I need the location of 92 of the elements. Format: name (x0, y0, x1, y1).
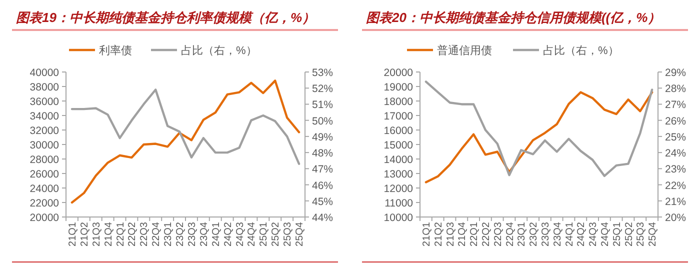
x-tick-label: 25Q4 (648, 222, 659, 246)
x-tick-label: 24Q1 (564, 222, 576, 246)
y-tick-label: 15000 (384, 140, 414, 152)
y2-tick-label: 51% (312, 99, 334, 112)
y2-tick-label: 28% (665, 83, 686, 96)
x-tick-label: 22Q4 (151, 222, 162, 246)
y2-tick-label: 29% (665, 67, 686, 79)
y-tick-label: 14000 (384, 154, 414, 166)
y2-tick-label: 26% (665, 115, 686, 128)
y2-tick-label: 48% (312, 148, 334, 160)
x-tick-label: 23Q3 (186, 222, 198, 246)
x-tick-label: 22Q2 (480, 222, 492, 246)
y-tick-label: 32000 (30, 125, 60, 137)
y-tick-label: 30000 (30, 140, 60, 152)
x-tick-label: 25Q3 (636, 222, 647, 246)
y2-tick-label: 52% (312, 83, 334, 96)
y2-tick-label: 25% (665, 131, 686, 144)
x-tick-label: 21Q2 (79, 222, 90, 246)
x-tick-label: 25Q2 (270, 222, 282, 246)
x-tick-label: 21Q3 (445, 222, 456, 246)
y2-tick-label: 50% (312, 115, 334, 128)
x-tick-label: 23Q2 (528, 222, 540, 246)
line-series (424, 91, 654, 184)
x-tick-label: 23Q2 (175, 222, 186, 246)
x-tick-label: 21Q4 (457, 222, 468, 246)
x-tick-label: 25Q1 (612, 222, 623, 246)
y2-tick-label: 46% (312, 180, 334, 192)
legend-label: 利率债 (99, 44, 132, 57)
x-tick-label: 25Q2 (624, 222, 635, 246)
legend-label: 占比（右，%） (181, 44, 257, 57)
y2-tick-label: 20% (665, 212, 686, 224)
legend-label: 普通信用债 (437, 44, 492, 57)
y-tick-label: 40000 (30, 67, 60, 79)
y-tick-label: 11000 (384, 198, 414, 210)
y-tick-label: 20000 (384, 67, 414, 79)
y-tick-label: 36000 (30, 96, 60, 108)
y-tick-label: 10000 (384, 212, 414, 224)
x-tick-label: 22Q1 (115, 222, 126, 246)
y-tick-label: 24000 (30, 183, 60, 195)
line-series (70, 80, 300, 204)
x-tick-label: 25Q3 (282, 222, 294, 246)
x-tick-label: 24Q2 (576, 222, 588, 246)
x-tick-label: 21Q2 (433, 222, 444, 246)
y-tick-label: 19000 (384, 82, 414, 94)
y2-tick-label: 22% (665, 180, 686, 192)
y-tick-label: 18000 (384, 96, 414, 108)
y2-tick-label: 24% (665, 148, 686, 160)
y-tick-label: 17000 (384, 110, 414, 122)
x-tick-label: 24Q3 (588, 222, 600, 246)
y2-tick-label: 23% (665, 164, 686, 176)
line-series (70, 88, 300, 165)
x-tick-label: 23Q1 (516, 222, 528, 246)
y2-tick-label: 45% (312, 196, 334, 208)
legend-label: 占比（右，%） (543, 44, 619, 57)
x-tick-label: 22Q1 (469, 222, 480, 246)
x-tick-label: 23Q1 (163, 222, 174, 246)
x-tick-label: 24Q3 (234, 222, 246, 246)
y-tick-label: 22000 (30, 198, 60, 210)
y-tick-label: 12000 (384, 183, 414, 195)
x-tick-label: 22Q4 (504, 222, 516, 246)
y2-tick-label: 49% (312, 131, 334, 144)
x-tick-label: 23Q4 (552, 222, 564, 246)
y2-tick-label: 27% (665, 99, 686, 112)
chart-title: 图表20：中长期纯债基金持仓信用债规模((亿，%） (366, 10, 661, 25)
x-tick-label: 22Q3 (139, 222, 150, 246)
x-tick-label: 24Q4 (246, 222, 258, 246)
y2-tick-label: 53% (312, 67, 334, 79)
x-tick-label: 21Q4 (103, 222, 114, 246)
x-tick-label: 21Q1 (421, 222, 432, 246)
y2-tick-label: 21% (665, 196, 686, 208)
y-tick-label: 28000 (30, 154, 60, 166)
x-tick-label: 23Q4 (198, 222, 210, 246)
x-tick-label: 24Q1 (210, 222, 222, 246)
y-tick-label: 34000 (30, 110, 60, 122)
x-tick-label: 21Q1 (67, 222, 78, 246)
y2-tick-label: 44% (312, 212, 334, 224)
x-tick-label: 25Q4 (294, 222, 306, 246)
x-tick-label: 24Q4 (600, 222, 611, 246)
x-tick-label: 23Q3 (540, 222, 552, 246)
chart-title: 图表19：中长期纯债基金持仓利率债规模（亿，%） (16, 10, 316, 25)
x-tick-label: 22Q3 (492, 222, 504, 246)
x-tick-label: 21Q3 (91, 222, 102, 246)
y-tick-label: 26000 (30, 168, 60, 180)
y2-tick-label: 47% (312, 164, 334, 176)
line-series (424, 80, 654, 178)
y-tick-label: 16000 (384, 125, 414, 137)
x-tick-label: 25Q1 (258, 222, 270, 246)
y-tick-label: 13000 (384, 168, 414, 180)
x-tick-label: 22Q2 (127, 222, 138, 246)
x-tick-label: 24Q2 (222, 222, 234, 246)
y-tick-label: 38000 (30, 82, 60, 94)
y-tick-label: 20000 (30, 212, 60, 224)
